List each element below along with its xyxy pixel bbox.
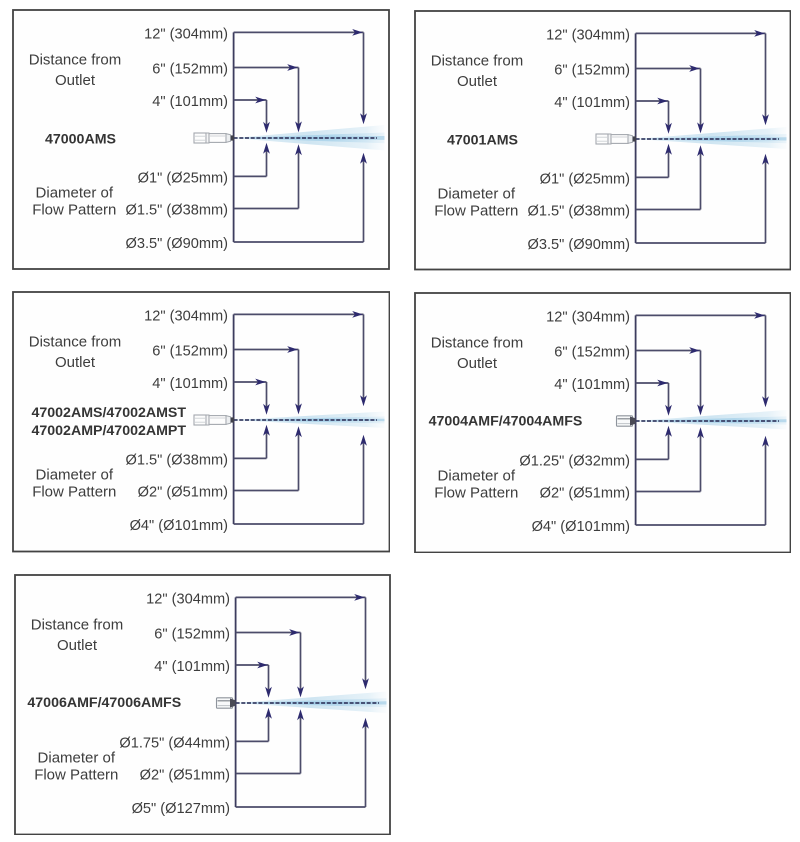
svg-text:4" (101mm): 4" (101mm): [152, 94, 228, 110]
svg-text:6" (152mm): 6" (152mm): [154, 626, 230, 642]
svg-text:12" (304mm): 12" (304mm): [546, 27, 630, 43]
svg-text:47002AMP/47002AMPT: 47002AMP/47002AMPT: [31, 423, 186, 439]
svg-text:Distance from: Distance from: [430, 334, 523, 351]
svg-text:Outlet: Outlet: [456, 73, 497, 90]
svg-text:12" (304mm): 12" (304mm): [144, 308, 228, 324]
svg-text:Diameter of: Diameter of: [437, 467, 515, 484]
svg-text:Outlet: Outlet: [456, 354, 497, 371]
svg-text:Outlet: Outlet: [54, 354, 95, 371]
svg-text:6" (152mm): 6" (152mm): [152, 344, 228, 360]
svg-text:Ø2" (Ø51mm): Ø2" (Ø51mm): [137, 485, 227, 501]
svg-text:Ø2" (Ø51mm): Ø2" (Ø51mm): [539, 485, 629, 501]
svg-text:Ø1" (Ø25mm): Ø1" (Ø25mm): [539, 171, 629, 187]
svg-text:Diameter of: Diameter of: [36, 185, 114, 202]
svg-text:47000AMS: 47000AMS: [45, 132, 116, 148]
svg-text:Ø4" (Ø101mm): Ø4" (Ø101mm): [129, 518, 227, 534]
svg-text:Outlet: Outlet: [55, 72, 96, 89]
svg-text:Ø1" (Ø25mm): Ø1" (Ø25mm): [138, 170, 228, 186]
svg-text:Distance from: Distance from: [430, 52, 523, 69]
svg-text:6" (152mm): 6" (152mm): [554, 63, 630, 79]
svg-text:Ø3.5" (Ø90mm): Ø3.5" (Ø90mm): [126, 236, 229, 252]
svg-text:Outlet: Outlet: [56, 636, 97, 653]
svg-text:6" (152mm): 6" (152mm): [554, 344, 630, 360]
svg-text:4" (101mm): 4" (101mm): [554, 95, 630, 111]
svg-text:Distance from: Distance from: [29, 51, 122, 68]
svg-text:Ø4" (Ø101mm): Ø4" (Ø101mm): [531, 519, 629, 535]
svg-text:6" (152mm): 6" (152mm): [152, 62, 228, 78]
svg-text:4" (101mm): 4" (101mm): [554, 377, 630, 393]
svg-text:4" (101mm): 4" (101mm): [152, 376, 228, 392]
svg-text:4" (101mm): 4" (101mm): [154, 659, 230, 675]
svg-text:Diameter of: Diameter of: [35, 467, 113, 484]
svg-text:47004AMF/47004AMFS: 47004AMF/47004AMFS: [428, 413, 582, 429]
svg-text:Ø1.5" (Ø38mm): Ø1.5" (Ø38mm): [125, 452, 228, 468]
svg-text:12" (304mm): 12" (304mm): [144, 26, 228, 42]
svg-text:Ø2" (Ø51mm): Ø2" (Ø51mm): [139, 767, 229, 783]
svg-text:Ø5" (Ø127mm): Ø5" (Ø127mm): [131, 801, 229, 817]
svg-text:Flow Pattern: Flow Pattern: [32, 201, 116, 218]
svg-text:Flow Pattern: Flow Pattern: [32, 483, 116, 500]
svg-text:Ø1.5" (Ø38mm): Ø1.5" (Ø38mm): [126, 203, 229, 219]
svg-text:Diameter of: Diameter of: [437, 186, 515, 203]
svg-text:12" (304mm): 12" (304mm): [146, 591, 230, 607]
svg-text:Flow Pattern: Flow Pattern: [34, 766, 118, 783]
svg-text:Distance from: Distance from: [28, 333, 121, 350]
svg-text:Ø1.75" (Ø44mm): Ø1.75" (Ø44mm): [119, 735, 230, 751]
svg-text:Ø1.5" (Ø38mm): Ø1.5" (Ø38mm): [527, 204, 630, 220]
svg-text:12" (304mm): 12" (304mm): [546, 309, 630, 325]
svg-text:Ø1.25" (Ø32mm): Ø1.25" (Ø32mm): [519, 453, 630, 469]
svg-text:47006AMF/47006AMFS: 47006AMF/47006AMFS: [27, 695, 181, 711]
svg-text:Flow Pattern: Flow Pattern: [434, 484, 518, 501]
svg-text:Diameter of: Diameter of: [37, 749, 115, 766]
svg-text:47001AMS: 47001AMS: [447, 133, 518, 149]
svg-text:Ø3.5" (Ø90mm): Ø3.5" (Ø90mm): [527, 237, 630, 253]
svg-text:47002AMS/47002AMST: 47002AMS/47002AMST: [31, 405, 186, 421]
svg-text:Flow Pattern: Flow Pattern: [434, 202, 518, 219]
svg-text:Distance from: Distance from: [30, 616, 123, 633]
